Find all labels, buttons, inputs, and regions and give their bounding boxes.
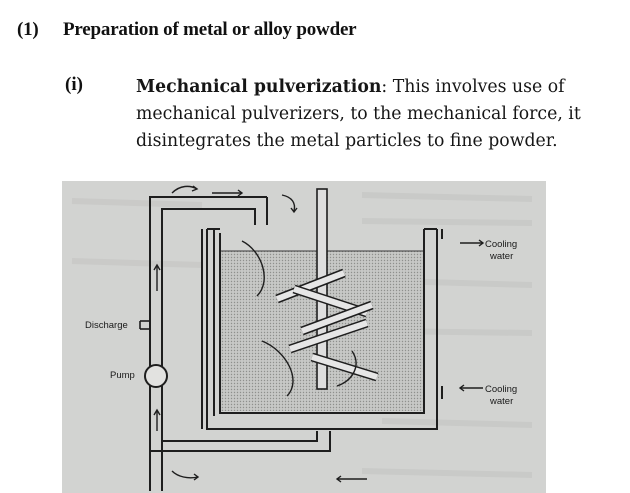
cooling-top-label-2: water: [489, 251, 513, 262]
pump-label: Pump: [110, 370, 135, 381]
pulverizer-diagram: Cooling water Discharge Pump Cooling wat…: [62, 181, 546, 493]
item-text: : This involves use of mechanical pulver…: [136, 77, 581, 151]
cooling-bottom-label-2: water: [489, 396, 513, 407]
discharge-outlet: [139, 320, 150, 330]
section-number: (1): [17, 19, 39, 40]
inner-pipe: [201, 229, 215, 429]
discharge-label: Discharge: [85, 320, 128, 331]
section-title: Preparation of metal or alloy powder: [63, 19, 357, 40]
flow-arrows: [153, 185, 367, 483]
item-term: Mechanical pulverization: [136, 77, 382, 97]
item-paragraph: Mechanical pulverization: This involves …: [136, 74, 616, 155]
cooling-pipes: [423, 229, 443, 399]
cooling-bottom-label-1: Cooling: [485, 384, 517, 395]
cooling-arrows: [458, 239, 485, 392]
section-heading: (1) Preparation of metal or alloy powder: [17, 19, 357, 41]
item-number: (i): [65, 74, 83, 95]
stirrer: [241, 188, 379, 397]
pump-icon: [144, 364, 168, 388]
circulation-loop: [149, 196, 331, 491]
cooling-top-label-1: Cooling: [485, 239, 517, 250]
tank-jacket: [206, 228, 438, 430]
